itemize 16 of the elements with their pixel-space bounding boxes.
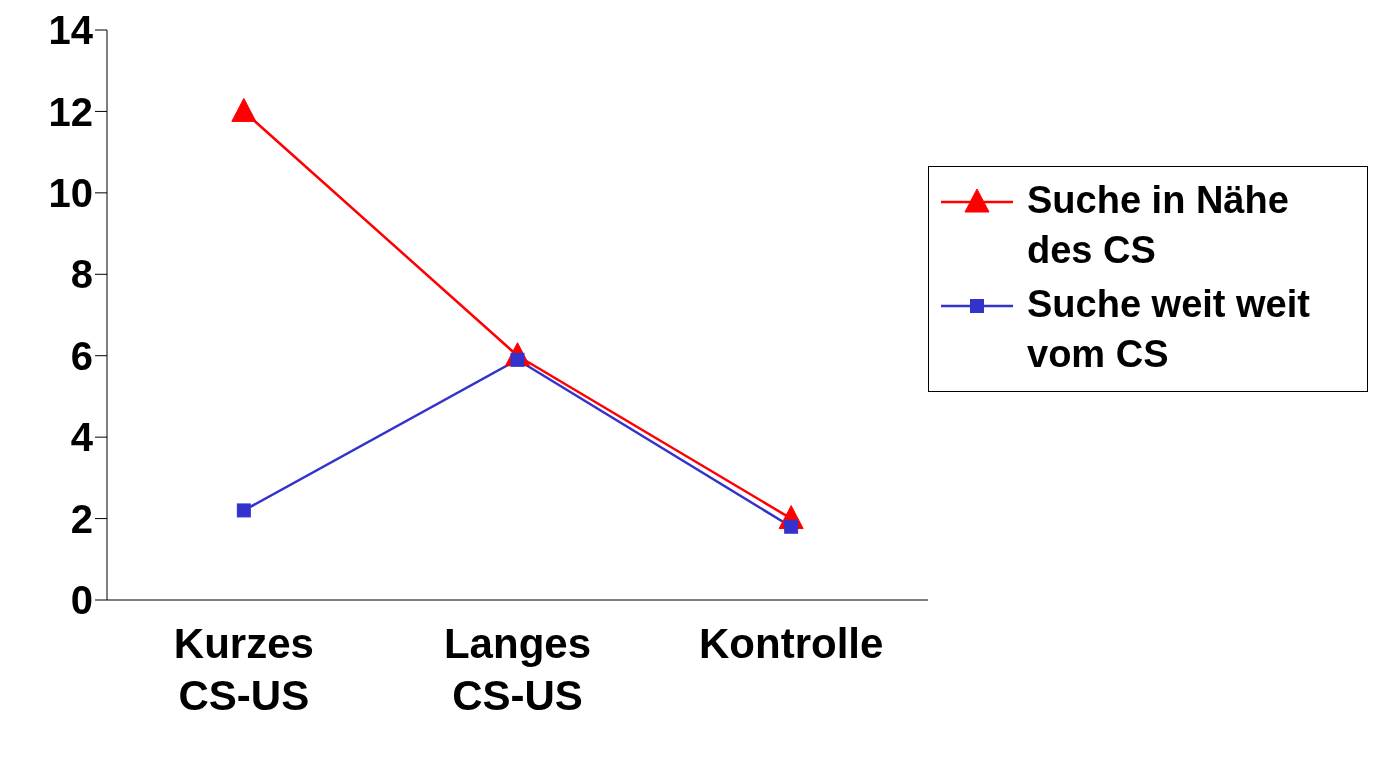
x-tick-label: Kurzes CS-US: [173, 620, 314, 719]
y-tick-label: 10: [48, 171, 93, 216]
point: [231, 97, 257, 122]
y-tick-label: 4: [70, 415, 94, 460]
y-tick-label: 14: [48, 8, 94, 53]
legend-label: Suche weit weit vom CS: [1027, 282, 1311, 377]
x-tick-label: Langes CS-US: [443, 620, 592, 719]
y-tick-label: 6: [70, 333, 93, 378]
legend-label: Suche in Nähe des CS: [1027, 178, 1290, 273]
x-tick-label: Kontrolle: [699, 620, 884, 667]
y-tick-label: 0: [70, 578, 93, 623]
point: [236, 503, 251, 518]
point: [784, 519, 799, 534]
y-tick-label: 8: [70, 252, 93, 297]
y-tick-label: 2: [70, 496, 93, 541]
y-tick-label: 12: [48, 89, 93, 134]
